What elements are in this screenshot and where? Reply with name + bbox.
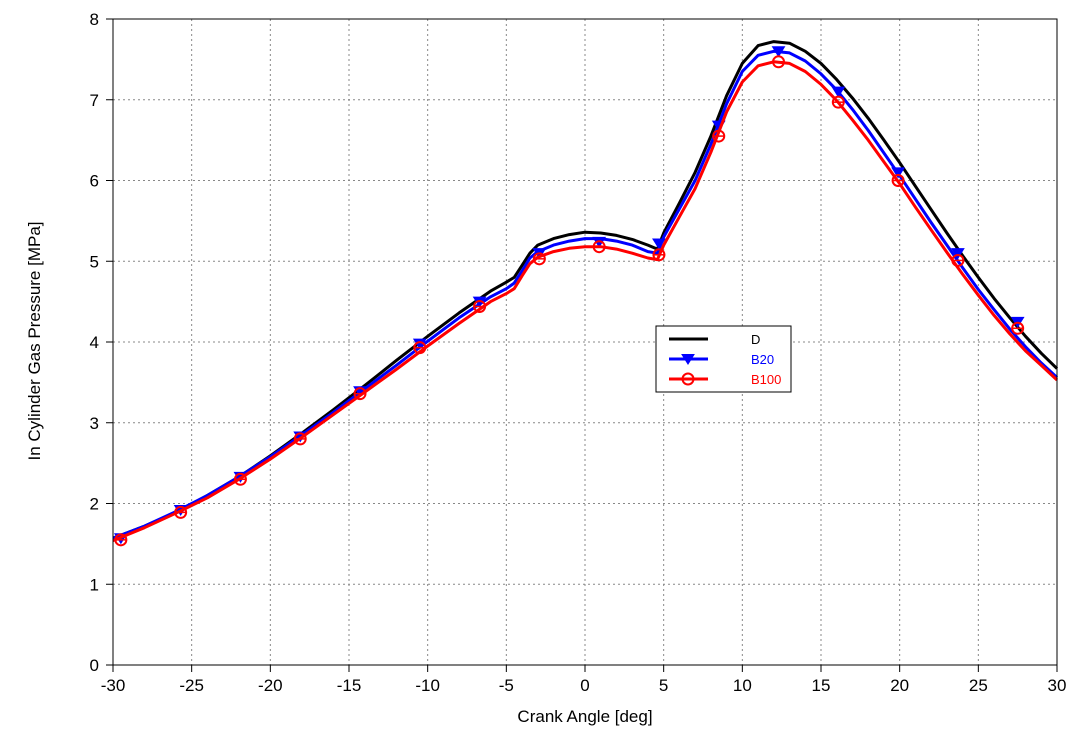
x-tick-label: 10	[733, 676, 752, 695]
y-tick-label: 6	[90, 172, 99, 191]
legend-label: D	[751, 332, 760, 347]
x-tick-label: 0	[580, 676, 589, 695]
x-tick-label: 15	[812, 676, 831, 695]
x-tick-label: 5	[659, 676, 668, 695]
axis-layer: -30 -25 -20 -15 -10 -5 0 5 10 15 20 25 30 0 1 2 3 4 5 6 7 8	[90, 10, 1067, 695]
legend: D B20 B100	[655, 325, 792, 393]
x-tick-label: -30	[101, 676, 126, 695]
data-point-b20	[831, 86, 846, 98]
x-tick-label: -5	[499, 676, 514, 695]
y-tick-label: 1	[90, 575, 99, 594]
y-tick-label: 7	[90, 91, 99, 110]
x-tick-label: 20	[890, 676, 909, 695]
legend-item-d: D	[669, 332, 760, 347]
x-tick-label: -20	[258, 676, 283, 695]
y-axis-title: In Cylinder Gas Pressure [MPa]	[25, 221, 44, 460]
y-tick-label: 2	[90, 495, 99, 514]
grid-layer	[113, 19, 1057, 665]
series-b100	[112, 55, 1059, 547]
x-tick-label: 25	[969, 676, 988, 695]
data-point-b20	[950, 248, 965, 260]
y-tick-label: 0	[90, 656, 99, 675]
series-layer	[112, 40, 1059, 547]
data-point-b20	[652, 238, 666, 250]
x-tick-label: -10	[415, 676, 440, 695]
x-tick-label: -15	[337, 676, 362, 695]
series-line-b100	[112, 60, 1059, 542]
legend-label: B20	[751, 352, 774, 367]
y-tick-label: 5	[90, 252, 99, 271]
data-point-b20	[891, 167, 905, 179]
x-tick-label: 30	[1048, 676, 1067, 695]
y-tick-label: 8	[90, 10, 99, 29]
x-axis-title: Crank Angle [deg]	[517, 707, 652, 726]
legend-item-b100: B100	[669, 372, 781, 387]
legend-label: B100	[751, 372, 781, 387]
y-tick-label: 3	[90, 414, 99, 433]
legend-item-b20: B20	[669, 352, 774, 367]
data-point-b20	[771, 46, 786, 58]
y-tick-label: 4	[90, 333, 99, 352]
x-tick-label: -25	[179, 676, 204, 695]
legend-marker	[681, 354, 695, 366]
